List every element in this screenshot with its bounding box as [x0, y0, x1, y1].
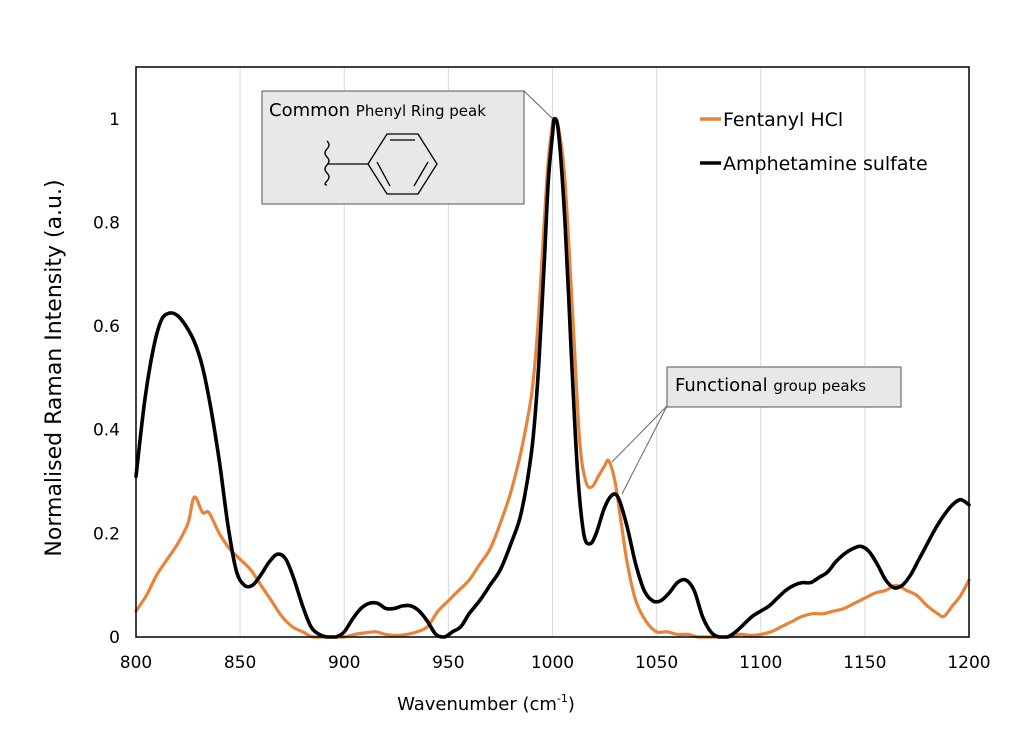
y-axis-title: Normalised Raman Intensity (a.u.) [42, 179, 67, 556]
legend-label-amphetamine: Amphetamine sulfate [723, 153, 928, 175]
x-tick-label-800: 800 [120, 653, 152, 673]
x-tick-label-850: 850 [224, 653, 256, 673]
series-layer [134, 116, 971, 639]
y-tick-label-0: 0 [109, 628, 120, 648]
y-tick-labels: 0 0.2 0.4 0.6 0.8 1 [93, 110, 120, 648]
y-tick-label-0.2: 0.2 [93, 524, 120, 544]
y-tick-label-0.6: 0.6 [93, 317, 120, 337]
x-tick-label-1150: 1150 [843, 653, 886, 673]
x-tick-labels: 800 850 900 950 1000 1050 1100 1150 1200 [120, 653, 991, 673]
plot-frame [135, 66, 970, 638]
x-tick-label-1200: 1200 [947, 653, 990, 673]
annotation-leader-phenyl [523, 90, 553, 119]
annotation-functional-group: Functional group peaks [611, 366, 902, 495]
annotation-phenyl-ring: Common Phenyl Ring peak [261, 90, 553, 205]
annotation-leader-functional-b [621, 405, 668, 495]
x-tick-label-950: 950 [432, 653, 464, 673]
legend-label-fentanyl: Fentanyl HCl [723, 109, 843, 131]
x-tick-label-1100: 1100 [739, 653, 782, 673]
annotation-label-phenyl: Common Phenyl Ring peak [269, 100, 486, 121]
x-tick-label-900: 900 [328, 653, 360, 673]
annotation-box-functional [666, 366, 902, 408]
series-line-amphetamine-sulfate [134, 116, 971, 639]
x-axis-title: Wavenumber (cm-1) [397, 692, 575, 715]
phenyl-ring-structure-icon [324, 133, 438, 195]
legend: Fentanyl HCl Amphetamine sulfate [700, 109, 928, 175]
annotation-box-phenyl [261, 90, 525, 205]
y-tick-label-0.4: 0.4 [93, 421, 120, 441]
annotation-leader-functional-a [611, 405, 668, 463]
x-tick-label-1000: 1000 [531, 653, 574, 673]
x-tick-label-1050: 1050 [635, 653, 678, 673]
y-tick-label-1: 1 [109, 110, 120, 130]
y-tick-label-0.8: 0.8 [93, 213, 120, 233]
annotation-label-functional: Functional group peaks [675, 375, 866, 396]
